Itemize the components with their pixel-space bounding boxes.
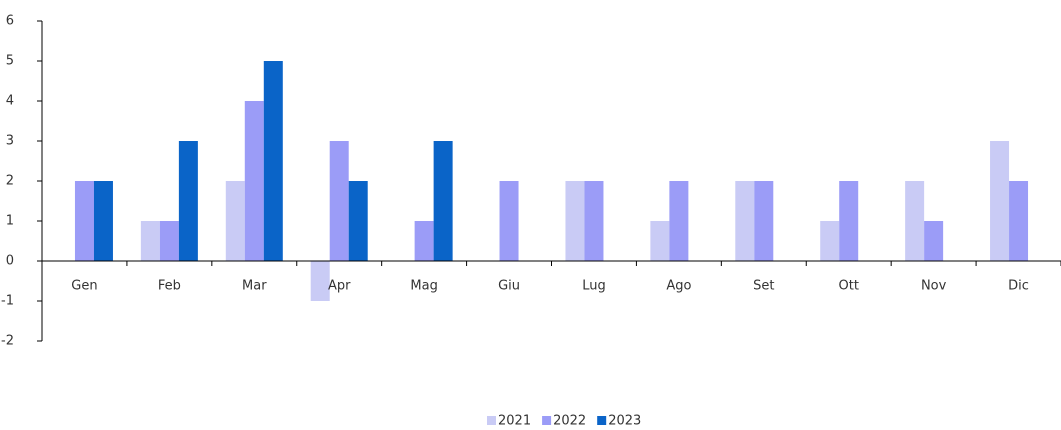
x-tick-label: Mag <box>410 279 437 294</box>
x-tick-label: Feb <box>158 279 181 294</box>
x-tick-label: Lug <box>582 279 606 294</box>
legend-swatch <box>487 416 496 425</box>
bar <box>565 181 585 261</box>
y-tick-label: 0 <box>6 254 14 269</box>
bar <box>990 141 1010 261</box>
bar <box>329 141 349 261</box>
bar <box>74 181 94 261</box>
bar <box>820 221 840 261</box>
legend-label: 2021 <box>498 414 531 429</box>
bar <box>178 141 198 261</box>
y-tick-label: 4 <box>6 94 14 109</box>
bar <box>650 221 670 261</box>
y-tick-label: -1 <box>1 294 14 309</box>
y-tick-label: 5 <box>6 54 14 69</box>
bar <box>225 181 245 261</box>
bar <box>244 101 264 261</box>
bar <box>754 181 774 261</box>
y-tick-label: 6 <box>6 14 14 29</box>
bar <box>499 181 519 261</box>
bar <box>669 181 689 261</box>
x-tick-label: Mar <box>242 279 267 294</box>
x-tick-label: Set <box>753 279 774 294</box>
y-tick-label: 3 <box>6 134 14 149</box>
x-tick-label: Ott <box>838 279 858 294</box>
legend-label: 2022 <box>553 414 586 429</box>
legend-label: 2023 <box>608 414 641 429</box>
bar <box>310 261 330 301</box>
bar <box>348 181 368 261</box>
y-tick-label: 1 <box>6 214 14 229</box>
x-tick-label: Ago <box>666 279 691 294</box>
x-tick-label: Giu <box>498 279 520 294</box>
legend-swatch <box>542 416 552 425</box>
bar <box>839 181 859 261</box>
bar <box>159 221 179 261</box>
bar <box>924 221 944 261</box>
bar <box>414 221 434 261</box>
x-tick-label: Apr <box>328 279 351 294</box>
bar <box>584 181 604 261</box>
bar <box>263 61 283 261</box>
bar <box>93 181 113 261</box>
bar <box>735 181 755 261</box>
bar <box>905 181 925 261</box>
bar <box>1009 181 1029 261</box>
bar <box>433 141 453 261</box>
x-tick-label: Dic <box>1008 279 1029 294</box>
y-tick-label: 2 <box>6 174 14 189</box>
x-tick-label: Gen <box>71 279 97 294</box>
bar <box>140 221 160 261</box>
x-tick-label: Nov <box>921 279 947 294</box>
legend-swatch <box>597 416 607 425</box>
y-tick-label: -2 <box>1 334 14 349</box>
